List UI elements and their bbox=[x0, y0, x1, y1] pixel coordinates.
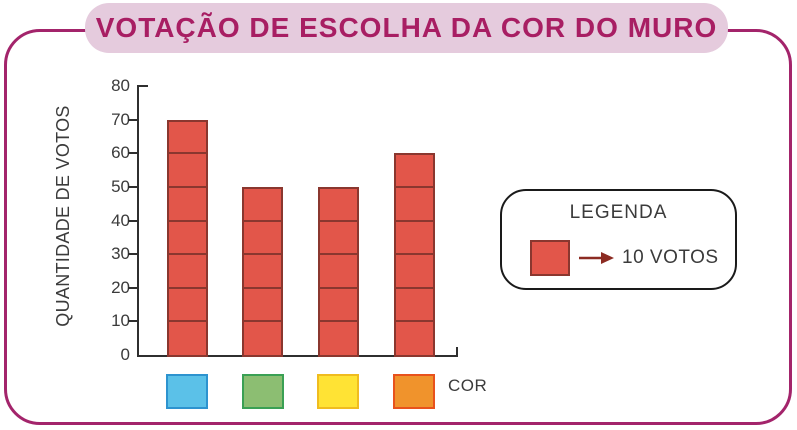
bar-segment-divider bbox=[395, 253, 434, 256]
bar-orange bbox=[394, 153, 435, 357]
legend-title: LEGENDA bbox=[569, 202, 668, 223]
y-tick-label: 10 bbox=[111, 311, 130, 331]
bar-segment-divider bbox=[395, 320, 434, 323]
bar-segment-divider bbox=[319, 286, 358, 289]
bar-segment-divider bbox=[319, 253, 358, 256]
bar-segment-divider bbox=[243, 253, 282, 256]
category-swatch-green bbox=[242, 374, 284, 409]
bar-segment-divider bbox=[319, 320, 358, 323]
bar-blue bbox=[167, 119, 208, 357]
y-axis-line bbox=[137, 85, 139, 357]
x-axis-end-tick bbox=[456, 347, 458, 355]
y-tick-label: 80 bbox=[111, 76, 130, 95]
y-tick-label: 40 bbox=[111, 210, 130, 230]
bar-segment-divider bbox=[168, 185, 207, 188]
y-tick-mark bbox=[128, 219, 137, 222]
y-tick-label: 60 bbox=[111, 143, 130, 163]
page-title: VOTAÇÃO DE ESCOLHA DA COR DO MURO bbox=[85, 3, 728, 53]
y-tick-label: 0 bbox=[120, 345, 130, 364]
x-axis-title: COR bbox=[448, 376, 488, 395]
bar-segment-divider bbox=[395, 185, 434, 188]
category-swatch-yellow bbox=[317, 374, 359, 409]
y-tick-mark bbox=[128, 320, 137, 323]
y-tick-mark bbox=[128, 286, 137, 289]
y-tick-mark bbox=[128, 253, 137, 256]
bar-yellow bbox=[318, 186, 359, 357]
category-swatch-blue bbox=[166, 374, 208, 409]
page-title-text: VOTAÇÃO DE ESCOLHA DA COR DO MURO bbox=[95, 12, 718, 43]
bar-segment-divider bbox=[243, 320, 282, 323]
bar-segment-divider bbox=[168, 219, 207, 222]
y-tick-mark bbox=[128, 118, 137, 121]
arrow-right-icon bbox=[579, 252, 614, 264]
bar-segment-divider bbox=[395, 286, 434, 289]
bar-segment-divider bbox=[168, 286, 207, 289]
bar-green bbox=[242, 186, 283, 357]
legend-box: LEGENDA 10 VOTOS bbox=[500, 189, 737, 290]
y-tick-mark bbox=[128, 185, 137, 188]
bar-segment-divider bbox=[243, 219, 282, 222]
y-tick-label: 70 bbox=[111, 109, 130, 129]
legend-item-label: 10 VOTOS bbox=[622, 247, 719, 268]
bar-segment-divider bbox=[168, 152, 207, 155]
y-tick-mark bbox=[139, 85, 148, 87]
y-tick-mark bbox=[128, 152, 137, 155]
x-axis-line bbox=[137, 355, 458, 357]
legend-vote-swatch bbox=[530, 240, 570, 276]
bar-segment-divider bbox=[395, 219, 434, 222]
bar-segment-divider bbox=[168, 253, 207, 256]
y-axis-title: QUANTIDADE DE VOTOS bbox=[53, 105, 73, 327]
bar-segment-divider bbox=[319, 219, 358, 222]
bar-segment-divider bbox=[243, 286, 282, 289]
y-tick-label: 50 bbox=[111, 176, 130, 196]
legend-item: 10 VOTOS bbox=[502, 237, 735, 281]
y-tick-label: 20 bbox=[111, 277, 130, 297]
y-tick-label: 30 bbox=[111, 244, 130, 264]
bar-segment-divider bbox=[168, 320, 207, 323]
category-swatch-orange bbox=[393, 374, 435, 409]
